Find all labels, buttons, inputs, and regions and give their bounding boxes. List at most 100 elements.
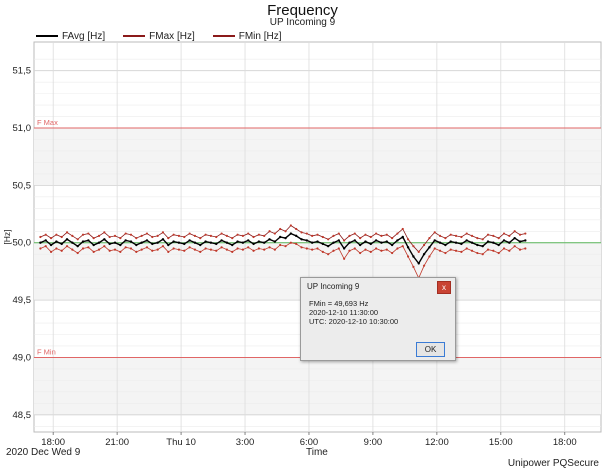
data-point xyxy=(108,249,111,252)
chart-title: Frequency xyxy=(267,2,338,19)
data-point xyxy=(252,242,255,246)
legend-label-fmax: FMax [Hz] xyxy=(149,30,195,42)
data-point xyxy=(199,250,202,254)
data-point xyxy=(401,235,404,239)
data-point xyxy=(486,248,490,251)
data-point xyxy=(305,239,309,242)
data-point xyxy=(321,235,324,239)
data-point xyxy=(39,247,42,250)
data-point xyxy=(215,249,218,252)
y-tick-label: 51,0 xyxy=(13,123,32,134)
data-point xyxy=(353,239,357,242)
data-point xyxy=(492,234,495,237)
data-point xyxy=(438,241,442,244)
data-point xyxy=(343,257,346,260)
ok-button[interactable]: OK xyxy=(416,342,445,357)
data-point xyxy=(247,232,250,235)
data-point xyxy=(396,247,399,250)
data-point xyxy=(406,246,410,249)
data-point xyxy=(278,235,282,239)
data-point xyxy=(502,239,506,242)
data-point xyxy=(188,232,191,235)
data-point xyxy=(113,234,117,237)
data-point xyxy=(396,239,399,242)
data-point xyxy=(177,241,181,244)
data-point xyxy=(492,249,495,252)
data-point xyxy=(481,253,484,256)
data-point xyxy=(433,231,436,234)
data-point xyxy=(81,240,85,243)
data-point xyxy=(119,243,122,247)
data-point xyxy=(513,245,516,248)
data-point xyxy=(412,245,415,248)
data-point xyxy=(177,234,181,237)
data-point xyxy=(460,235,463,239)
data-point xyxy=(156,241,159,244)
data-point xyxy=(124,239,127,242)
data-point xyxy=(145,239,149,242)
legend-label-fmin: FMin [Hz] xyxy=(238,30,282,42)
data-point xyxy=(481,238,484,241)
data-point xyxy=(188,239,191,242)
data-point xyxy=(97,248,101,251)
data-point xyxy=(391,237,394,240)
legend-swatch-fmax xyxy=(123,35,146,37)
data-point xyxy=(236,240,239,243)
data-point xyxy=(422,243,426,247)
data-point xyxy=(183,242,186,246)
data-point xyxy=(422,253,426,256)
data-point xyxy=(140,234,143,237)
data-point xyxy=(438,234,442,237)
close-icon[interactable]: x xyxy=(437,281,451,294)
popup-title: UP Incoming 9 xyxy=(307,282,360,291)
data-point xyxy=(524,239,527,242)
chart-subtitle: UP Incoming 9 xyxy=(269,17,336,28)
data-point xyxy=(177,248,181,251)
data-point xyxy=(481,244,484,248)
data-point xyxy=(518,248,522,251)
data-point xyxy=(204,233,207,236)
data-point xyxy=(103,231,106,234)
data-point xyxy=(311,234,314,237)
data-point xyxy=(247,246,250,249)
reference-line-label: F Min xyxy=(37,347,56,356)
data-point xyxy=(161,245,165,248)
data-point xyxy=(449,240,452,243)
data-point xyxy=(209,248,213,251)
data-point xyxy=(502,232,506,235)
data-point xyxy=(55,247,58,250)
legend-item-favg[interactable]: FAvg [Hz] xyxy=(36,30,105,42)
data-point xyxy=(476,237,479,240)
data-point xyxy=(518,240,522,243)
data-point xyxy=(241,248,244,251)
brand-label: Unipower PQSecure xyxy=(507,458,599,469)
data-point xyxy=(465,247,468,250)
data-point xyxy=(385,248,388,251)
data-point xyxy=(129,247,133,250)
data-point xyxy=(428,255,431,258)
data-point xyxy=(151,242,154,246)
value-popup: UP Incoming 9 x FMin = 49,693 Hz 2020-12… xyxy=(300,277,456,361)
data-point xyxy=(279,227,282,231)
data-point xyxy=(273,240,277,243)
data-point xyxy=(444,237,447,240)
data-point xyxy=(438,249,442,252)
data-point xyxy=(60,242,63,246)
legend-label-favg: FAvg [Hz] xyxy=(62,30,106,42)
data-point xyxy=(353,247,356,250)
data-point xyxy=(396,232,399,235)
data-point xyxy=(257,240,261,243)
data-point xyxy=(241,234,244,237)
data-point xyxy=(337,232,340,235)
data-point xyxy=(364,248,367,251)
data-point xyxy=(129,233,133,236)
y-tick-label: 50,0 xyxy=(13,238,32,249)
legend-item-fmax[interactable]: FMax [Hz] xyxy=(123,30,195,42)
data-point xyxy=(492,241,495,244)
legend-item-fmin[interactable]: FMin [Hz] xyxy=(212,30,282,42)
data-point xyxy=(412,255,415,258)
data-point xyxy=(391,251,394,255)
data-point xyxy=(135,237,138,240)
data-point xyxy=(204,247,207,250)
